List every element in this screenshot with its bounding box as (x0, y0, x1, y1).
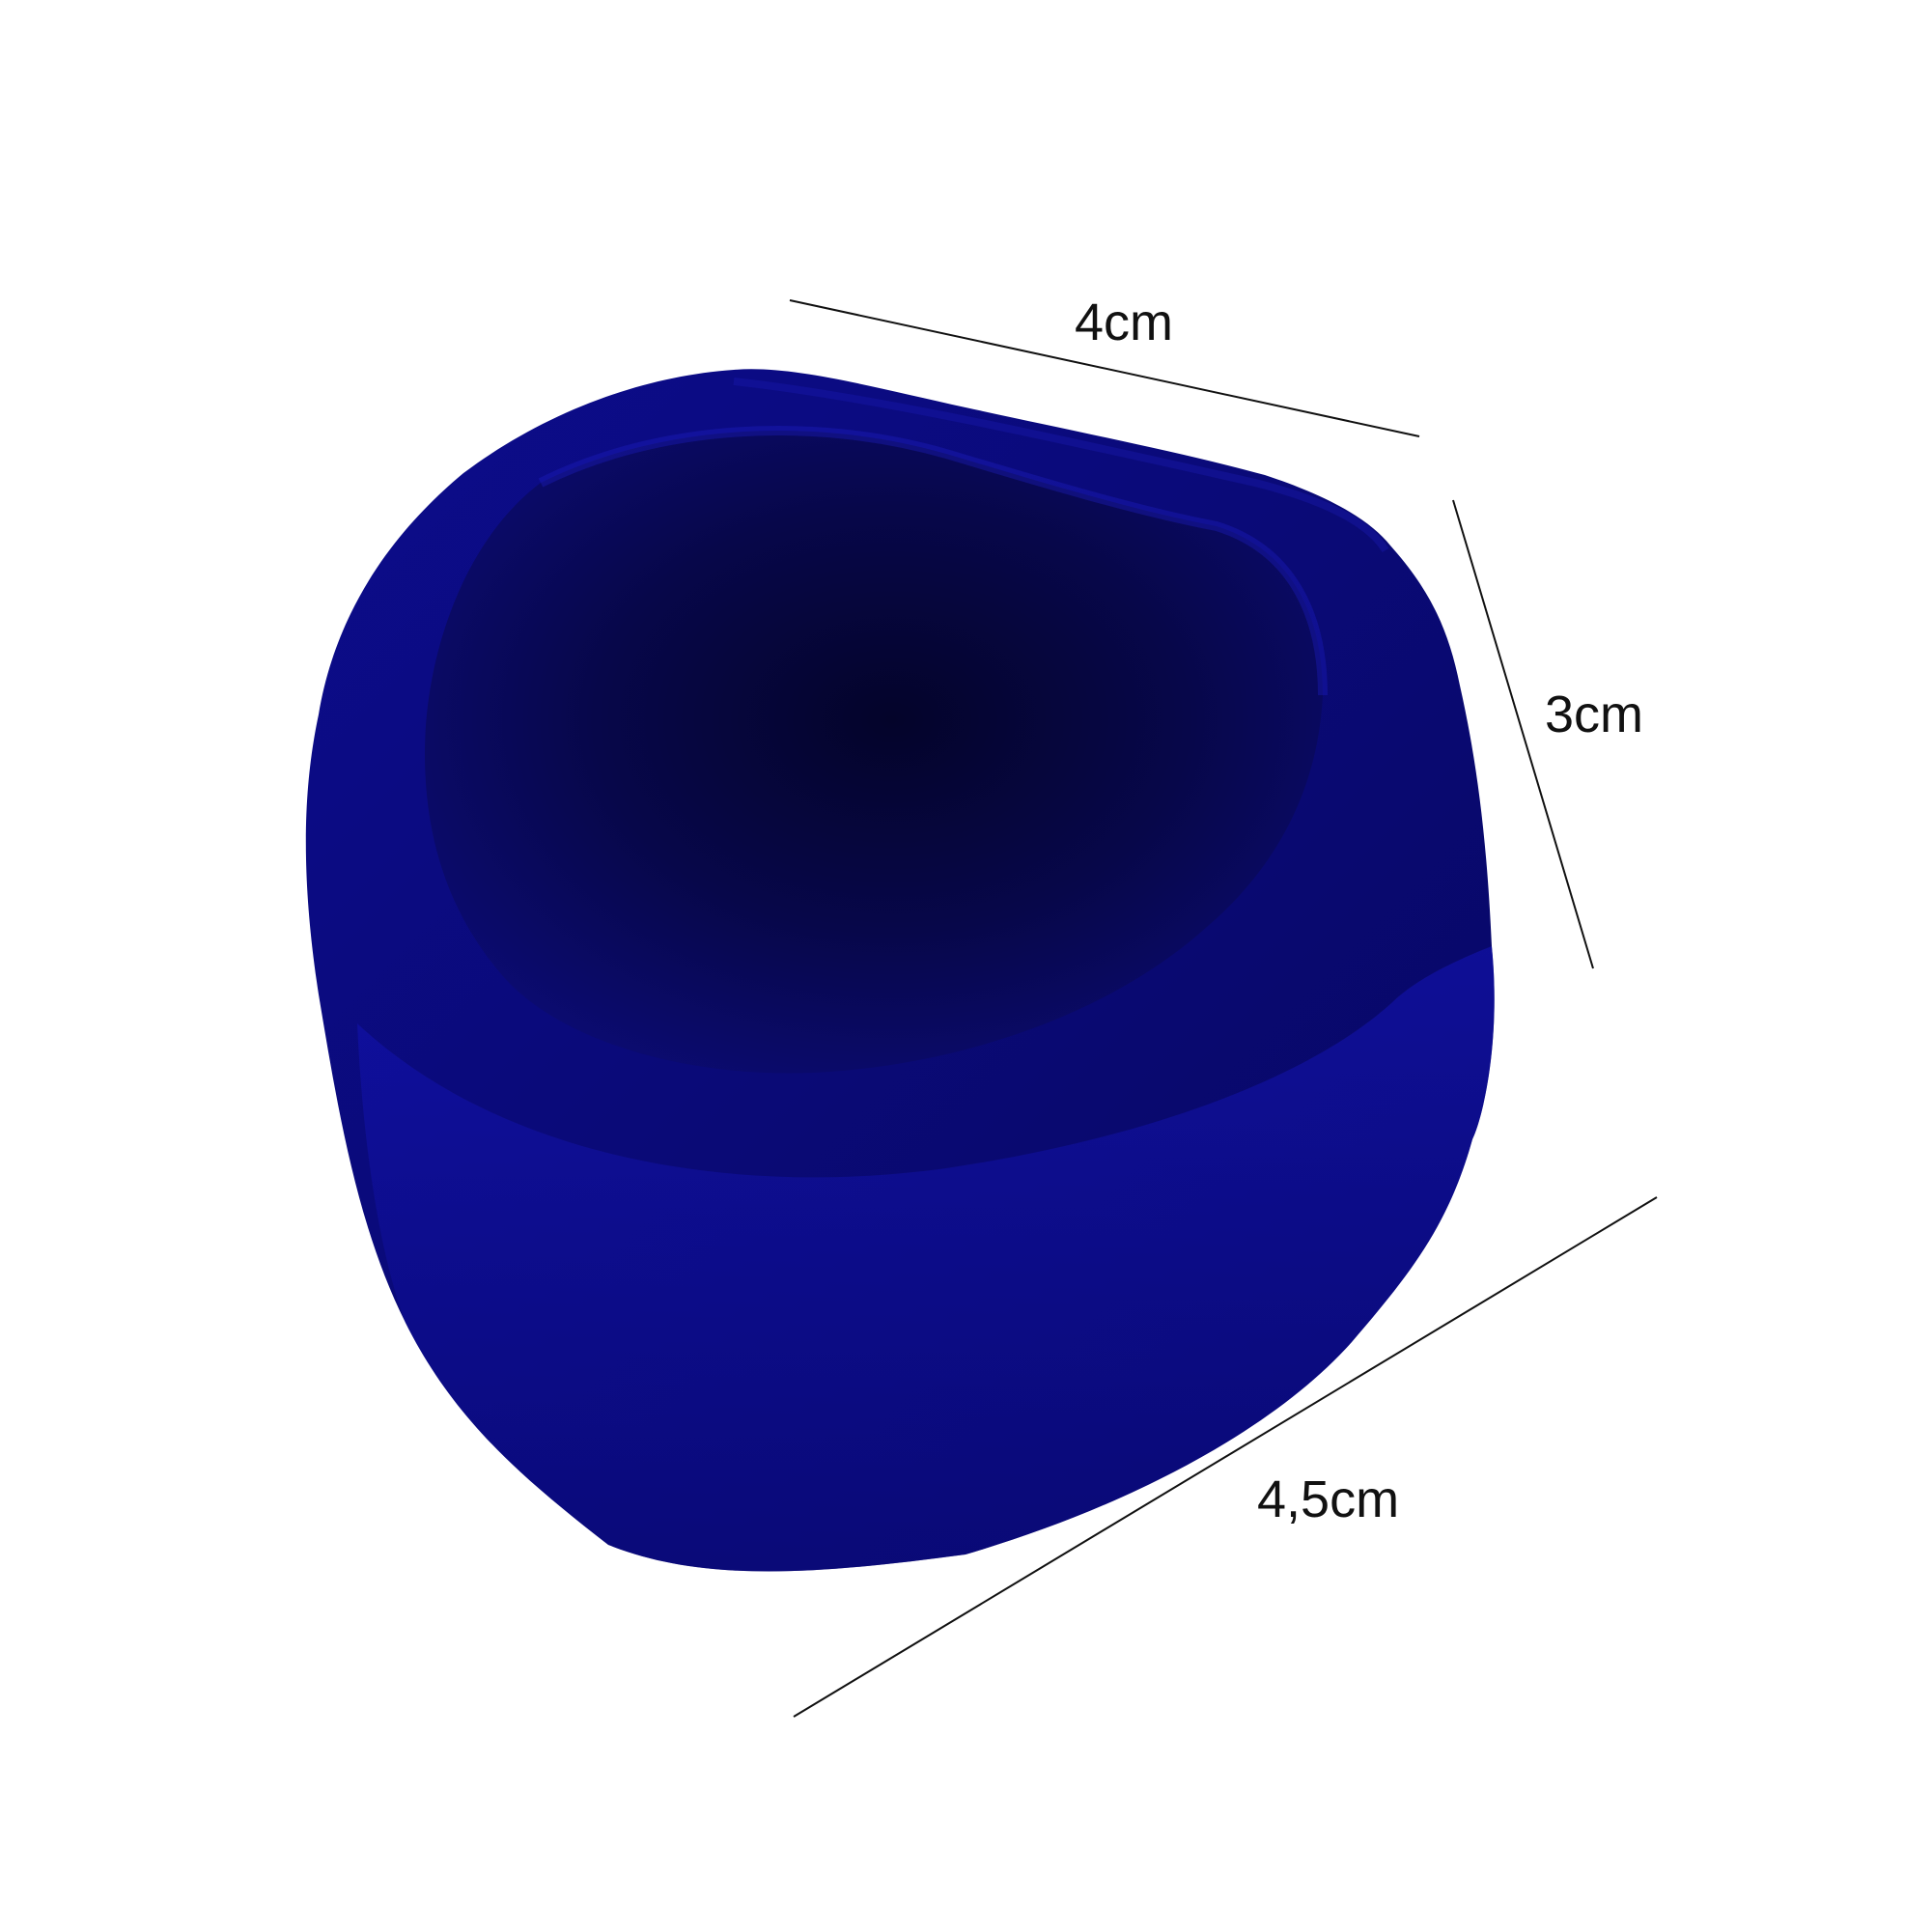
velvet-ring-box-icon (305, 369, 1495, 1572)
dimension-label-side: 3cm (1545, 686, 1643, 743)
box-front-band (357, 946, 1495, 1572)
dimension-line-bottom (793, 1196, 1658, 1718)
box-top-edge (733, 378, 1389, 553)
box-cushion-rim (538, 426, 1328, 696)
dimension-line-side (1452, 499, 1594, 969)
dimension-line-top (789, 299, 1420, 437)
box-top-cushion (425, 431, 1323, 1074)
dimension-label-bottom: 4,5cm (1257, 1470, 1399, 1528)
dimension-label-top: 4cm (1075, 294, 1173, 351)
